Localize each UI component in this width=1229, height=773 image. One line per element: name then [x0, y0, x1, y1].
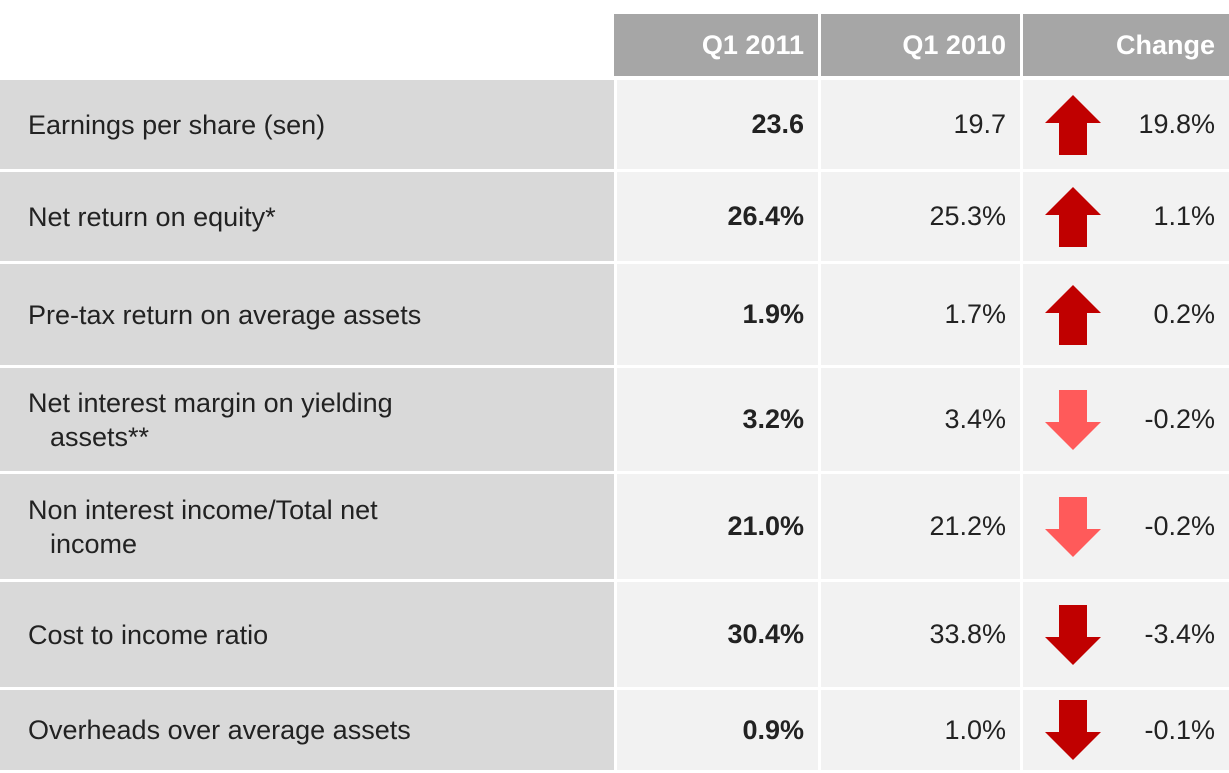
label-line: Cost to income ratio [28, 619, 269, 650]
trend-arrow [1045, 389, 1101, 450]
row-label: Net interest margin on yielding assets** [0, 368, 614, 471]
q1-2010-value: 19.7 [821, 80, 1020, 169]
column-header: Change [1023, 14, 1229, 76]
arrow-shape [1045, 604, 1101, 665]
q1-2011-value: 0.9% [617, 690, 818, 770]
label-line: Non interest income/Total net [28, 494, 378, 525]
trend-arrow [1045, 700, 1101, 760]
q1-2011-value: 23.6 [617, 80, 818, 169]
arrow-shape [1045, 700, 1101, 760]
change-value: 0.2% [1023, 264, 1229, 365]
q1-2010-value: 3.4% [821, 368, 1020, 471]
q1-2010-value: 33.8% [821, 582, 1020, 687]
arrow-shape [1045, 496, 1101, 557]
label-line: income [50, 528, 138, 559]
q1-2011-value: 3.2% [617, 368, 818, 471]
arrow-shape [1045, 284, 1101, 345]
trend-arrow [1045, 284, 1101, 345]
row-label: Pre-tax return on average assets [0, 264, 614, 365]
trend-arrow [1045, 94, 1101, 155]
label-line: Pre-tax return on average assets [28, 299, 422, 330]
column-header: Q1 2010 [821, 14, 1020, 76]
arrow-shape [1045, 186, 1101, 247]
change-value: 1.1% [1023, 172, 1229, 261]
label-line: Net return on equity* [28, 201, 276, 232]
q1-2010-value: 25.3% [821, 172, 1020, 261]
q1-2010-value: 1.0% [821, 690, 1020, 770]
arrow-shape [1045, 94, 1101, 155]
change-value: 19.8% [1023, 80, 1229, 169]
row-label: Net return on equity* [0, 172, 614, 261]
q1-2011-value: 30.4% [617, 582, 818, 687]
change-value: -0.2% [1023, 474, 1229, 579]
row-label: Overheads over average assets [0, 690, 614, 770]
label-line: assets** [50, 421, 150, 452]
trend-arrow [1045, 186, 1101, 247]
label-line: Earnings per share (sen) [28, 109, 326, 140]
row-label: Cost to income ratio [0, 582, 614, 687]
column-header: Q1 2011 [614, 14, 818, 76]
q1-2010-value: 21.2% [821, 474, 1020, 579]
q1-2011-value: 21.0% [617, 474, 818, 579]
change-value: -0.2% [1023, 368, 1229, 471]
trend-arrow [1045, 496, 1101, 557]
q1-2010-value: 1.7% [821, 264, 1020, 365]
q1-2011-value: 1.9% [617, 264, 818, 365]
label-line: Overheads over average assets [28, 715, 411, 745]
change-value: -0.1% [1023, 690, 1229, 770]
label-line: Net interest margin on yielding [28, 387, 393, 418]
change-value: -3.4% [1023, 582, 1229, 687]
q1-2011-value: 26.4% [617, 172, 818, 261]
row-label: Non interest income/Total net income [0, 474, 614, 579]
row-label: Earnings per share (sen) [0, 80, 614, 169]
trend-arrow [1045, 604, 1101, 665]
arrow-shape [1045, 389, 1101, 450]
